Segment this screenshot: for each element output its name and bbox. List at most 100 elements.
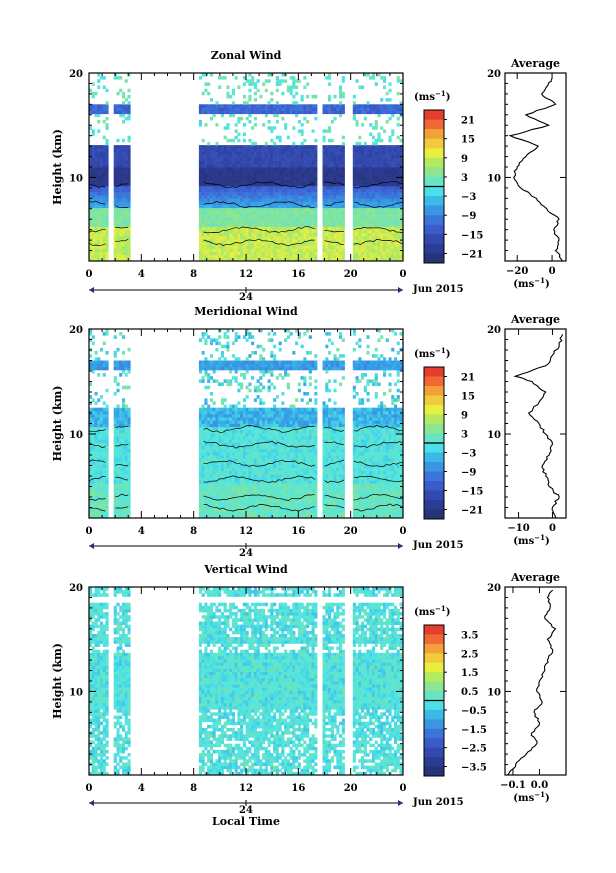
heatmap-cell	[94, 426, 98, 431]
heatmap-cell	[220, 226, 224, 230]
heatmap-cell	[97, 366, 101, 371]
heatmap-cell	[300, 217, 304, 221]
heatmap-cell	[113, 160, 117, 165]
heatmap-cell	[366, 232, 370, 237]
heatmap-cell	[377, 157, 381, 162]
heatmap-cell	[204, 461, 208, 465]
heatmap-cell	[341, 104, 345, 108]
heatmap-cell	[391, 154, 395, 158]
heatmap-cell	[358, 201, 362, 205]
heatmap-cell	[267, 226, 271, 230]
heatmap-cell	[226, 420, 230, 424]
heatmap-cell	[242, 257, 246, 261]
heatmap-cell	[212, 473, 216, 478]
heatmap-cell	[286, 182, 290, 187]
heatmap-cell	[102, 489, 106, 494]
heatmap-cell	[234, 220, 238, 224]
heatmap-cell	[394, 185, 398, 190]
heatmap-cell	[207, 420, 211, 424]
heatmap-cell	[374, 251, 378, 256]
heatmap-cell	[284, 204, 288, 209]
colorbar-tick-label: 3	[461, 173, 468, 184]
heatmap-cell	[102, 420, 106, 424]
heatmap-cell	[333, 251, 337, 256]
heatmap-cell	[308, 163, 312, 168]
heatmap-cell	[383, 148, 387, 152]
heatmap-cell	[388, 226, 392, 230]
heatmap-cell	[124, 116, 128, 121]
heatmap-cell	[237, 239, 241, 243]
heatmap-cell	[396, 257, 400, 261]
heatmap-cell	[284, 163, 288, 168]
heatmap-cell	[245, 176, 249, 180]
heatmap-cell	[198, 508, 202, 513]
heatmap-cell	[355, 257, 359, 261]
heatmap-cell	[328, 138, 332, 143]
heatmap-cell	[295, 185, 299, 190]
heatmap-cell	[245, 170, 249, 174]
heatmap-cell	[198, 502, 202, 506]
heatmap-cell	[369, 151, 373, 155]
heatmap-cell	[306, 154, 310, 158]
heatmap-cell	[116, 432, 120, 437]
heatmap-cell	[94, 351, 98, 355]
heatmap-cell	[100, 154, 104, 158]
heatmap-cell	[215, 511, 219, 516]
heatmap-cell	[325, 145, 329, 149]
heatmap-cell	[116, 505, 120, 509]
heatmap-cell	[201, 436, 205, 440]
heatmap-cell	[97, 232, 101, 237]
heatmap-cell	[264, 145, 268, 149]
heatmap-cell	[256, 214, 260, 218]
heatmap-cell	[262, 145, 266, 149]
heatmap-cell	[363, 151, 367, 155]
heatmap-cell	[204, 429, 208, 434]
heatmap-cell	[234, 242, 238, 246]
heatmap-cell	[116, 426, 120, 431]
heatmap-cell	[303, 104, 307, 108]
heatmap-cell	[212, 235, 216, 240]
heatmap-cell	[234, 217, 238, 221]
heatmap-cell	[226, 483, 230, 487]
heatmap-cell	[284, 107, 288, 111]
heatmap-cell	[234, 170, 238, 174]
heatmap-cell	[308, 239, 312, 243]
heatmap-cell	[198, 235, 202, 240]
heatmap-cell	[124, 210, 128, 215]
heatmap-cell	[306, 145, 310, 149]
heatmap-cell	[286, 157, 290, 162]
heatmap-cell	[352, 154, 356, 158]
heatmap-cell	[372, 148, 376, 152]
heatmap-cell	[314, 167, 318, 171]
heatmap-cell	[223, 242, 227, 246]
heatmap-cell	[278, 138, 282, 143]
heatmap-cell	[300, 163, 304, 168]
heatmap-cell	[366, 248, 370, 252]
heatmap-cell	[119, 473, 123, 478]
heatmap-cell	[198, 176, 202, 180]
heatmap-cell	[253, 185, 257, 190]
heatmap-cell	[273, 239, 277, 243]
heatmap-cell	[391, 242, 395, 246]
heatmap-cell	[303, 157, 307, 162]
heatmap-cell	[218, 239, 222, 243]
heatmap-cell	[207, 204, 211, 209]
heatmap-cell	[289, 185, 293, 190]
heatmap-cell	[333, 198, 337, 202]
heatmap-cell	[116, 179, 120, 183]
heatmap-cell	[259, 207, 263, 212]
heatmap-cell	[311, 192, 315, 196]
heatmap-cell	[102, 332, 106, 336]
heatmap-cell	[124, 220, 128, 224]
heatmap-cell	[273, 163, 277, 168]
heatmap-cell	[94, 107, 98, 111]
heatmap-cell	[220, 167, 224, 171]
heatmap-cell	[336, 195, 340, 199]
heatmap-cell	[198, 511, 202, 516]
heatmap-cell	[259, 188, 263, 193]
heatmap-cell	[212, 229, 216, 234]
heatmap-cell	[234, 439, 238, 443]
heatmap-cell	[209, 248, 213, 252]
heatmap-cell	[223, 151, 227, 155]
heatmap-cell	[388, 220, 392, 224]
